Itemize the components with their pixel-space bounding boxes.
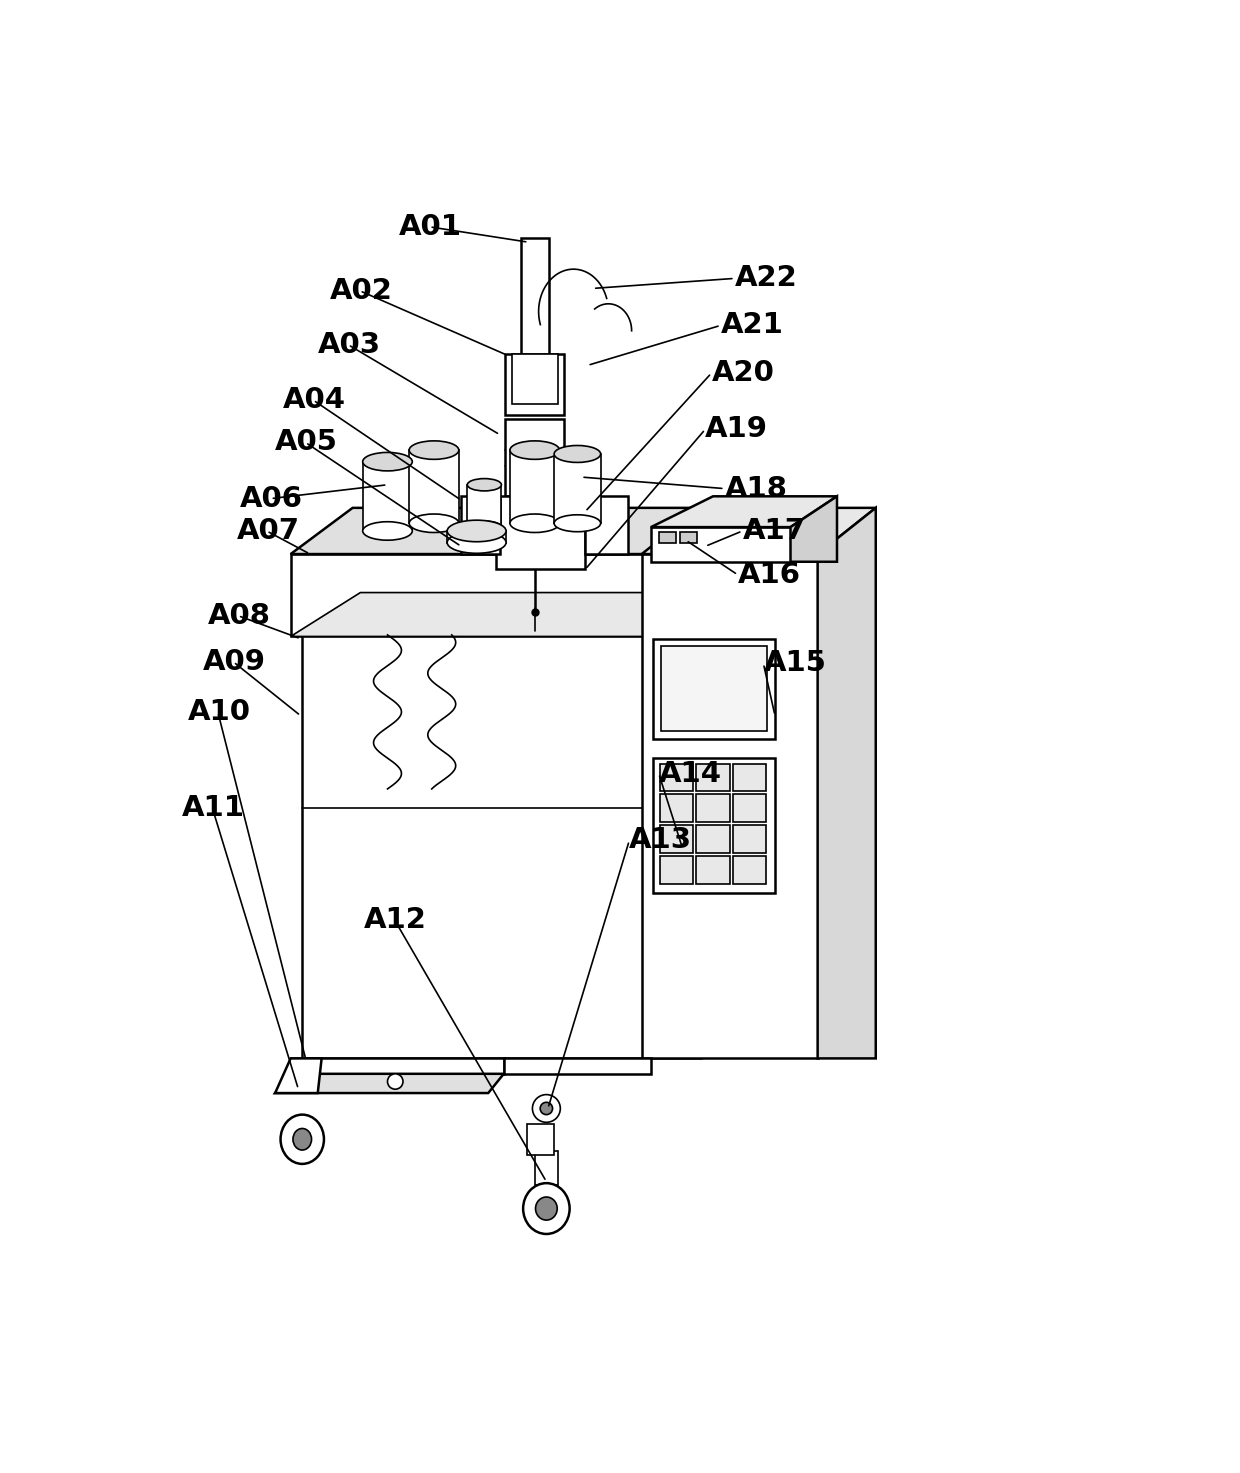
Bar	[653, 639, 775, 739]
Ellipse shape	[280, 1115, 324, 1164]
Text: A04: A04	[283, 386, 346, 414]
Polygon shape	[527, 1124, 554, 1155]
Ellipse shape	[510, 440, 559, 460]
Bar	[697, 856, 729, 884]
Polygon shape	[644, 592, 702, 1059]
Bar	[658, 532, 676, 542]
Polygon shape	[644, 508, 706, 636]
Ellipse shape	[541, 1102, 553, 1115]
Text: A16: A16	[738, 561, 801, 589]
Bar	[506, 354, 564, 415]
Ellipse shape	[409, 514, 459, 533]
Text: A10: A10	[187, 698, 250, 726]
Text: A02: A02	[330, 277, 392, 305]
Polygon shape	[363, 461, 412, 530]
Polygon shape	[651, 527, 791, 561]
Polygon shape	[791, 496, 837, 561]
Text: A01: A01	[399, 212, 463, 240]
Text: A13: A13	[629, 826, 692, 854]
Text: A07: A07	[237, 517, 300, 545]
Ellipse shape	[554, 445, 600, 463]
Polygon shape	[554, 454, 600, 523]
Polygon shape	[290, 508, 706, 554]
Text: A18: A18	[724, 474, 787, 502]
Text: A19: A19	[706, 415, 769, 443]
Bar	[733, 825, 765, 853]
Bar	[697, 763, 729, 791]
Bar	[521, 239, 548, 392]
Text: A03: A03	[317, 330, 381, 358]
Bar	[660, 763, 693, 791]
Text: A22: A22	[734, 264, 797, 293]
Ellipse shape	[554, 514, 600, 532]
Polygon shape	[467, 485, 501, 527]
Polygon shape	[275, 1074, 503, 1093]
Text: A11: A11	[182, 794, 246, 822]
Polygon shape	[303, 592, 702, 635]
Bar	[697, 825, 729, 853]
Polygon shape	[409, 451, 459, 523]
Bar	[733, 794, 765, 822]
Ellipse shape	[523, 1183, 569, 1234]
Bar	[653, 759, 775, 893]
Bar	[660, 856, 693, 884]
Bar	[303, 635, 644, 1059]
Polygon shape	[290, 554, 644, 636]
Polygon shape	[510, 451, 559, 523]
Bar	[506, 420, 564, 496]
Ellipse shape	[293, 1128, 311, 1150]
Polygon shape	[534, 1150, 558, 1186]
Bar	[660, 794, 693, 822]
Ellipse shape	[362, 521, 412, 541]
Ellipse shape	[467, 521, 501, 533]
Polygon shape	[496, 496, 585, 570]
Text: A14: A14	[658, 760, 722, 788]
Ellipse shape	[467, 479, 501, 491]
Polygon shape	[275, 1059, 321, 1093]
Bar	[733, 763, 765, 791]
Ellipse shape	[510, 514, 559, 533]
Bar	[680, 532, 697, 542]
Polygon shape	[461, 496, 500, 554]
Text: A09: A09	[203, 648, 267, 676]
Text: A17: A17	[743, 517, 806, 545]
Polygon shape	[290, 1059, 503, 1074]
Text: A20: A20	[712, 359, 774, 387]
Polygon shape	[642, 508, 875, 554]
Ellipse shape	[532, 1094, 560, 1122]
Ellipse shape	[362, 452, 412, 471]
Text: A05: A05	[275, 429, 339, 457]
Bar	[511, 354, 558, 404]
Polygon shape	[290, 592, 706, 636]
Ellipse shape	[409, 440, 459, 460]
Bar	[660, 825, 693, 853]
Text: A08: A08	[207, 601, 270, 629]
Ellipse shape	[448, 520, 506, 542]
Text: A06: A06	[241, 485, 304, 513]
Polygon shape	[503, 1059, 651, 1074]
Bar	[697, 794, 729, 822]
Ellipse shape	[387, 1074, 403, 1089]
Text: A15: A15	[764, 650, 826, 678]
Polygon shape	[585, 496, 627, 554]
Polygon shape	[448, 530, 506, 542]
Ellipse shape	[448, 532, 506, 554]
Polygon shape	[817, 508, 875, 1059]
Text: A12: A12	[365, 906, 427, 934]
Bar	[642, 554, 817, 1059]
Text: A21: A21	[720, 311, 784, 339]
Polygon shape	[651, 496, 837, 527]
Bar	[733, 856, 765, 884]
Ellipse shape	[536, 1198, 557, 1220]
Bar	[661, 647, 768, 731]
